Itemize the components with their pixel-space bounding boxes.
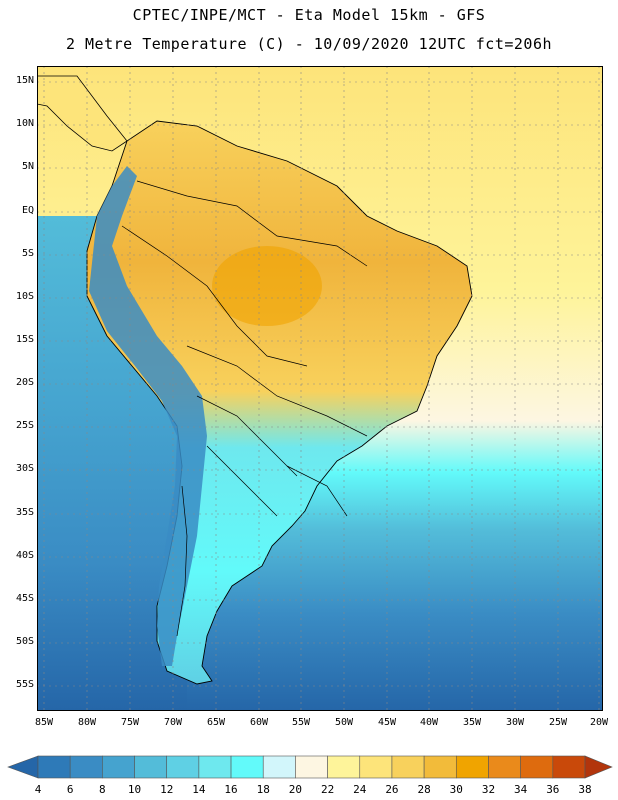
lon-label: 70W: [163, 717, 183, 728]
colorbar-level-label: 38: [578, 783, 592, 796]
colorbar-segment: [230, 755, 264, 779]
colorbar-segment: [391, 755, 425, 779]
lon-label: 50W: [334, 717, 354, 728]
colorbar-level-label: 4: [34, 783, 42, 796]
colorbar-level-label: 12: [160, 783, 174, 796]
colorbar-level-label: 30: [449, 783, 463, 796]
colorbar-segment: [102, 755, 135, 779]
lon-label: 30W: [505, 717, 525, 728]
colorbar-level-label: 20: [288, 783, 303, 796]
colorbar-segment: [327, 755, 361, 779]
map-border: [37, 66, 603, 711]
colorbar-segment: [295, 755, 328, 779]
map-title-line2: 2 Metre Temperature (C) - 10/09/2020 12U…: [65, 35, 553, 53]
colorbar-level-label: 8: [99, 783, 106, 796]
colorbar-segment: [520, 755, 554, 779]
lat-label: 50S: [15, 636, 34, 647]
colorbar-level-label: 26: [385, 783, 399, 796]
colorbar-level-label: 10: [127, 783, 142, 796]
lat-label: 15N: [15, 75, 34, 86]
lon-label: 75W: [120, 717, 140, 728]
lon-label: 45W: [377, 717, 397, 728]
lon-label: 35W: [462, 717, 482, 728]
colorbar-arrow-high: [584, 755, 613, 779]
colorbar-segment: [69, 755, 103, 779]
colorbar-level-label: 22: [320, 783, 335, 796]
andes-region: [89, 166, 207, 666]
lon-label: 40W: [419, 717, 439, 728]
colorbar-level-label: 14: [192, 783, 206, 796]
lat-label: 45S: [15, 593, 34, 604]
map-title-line1: CPTEC/INPE/MCT - Eta Model 15km - GFS: [132, 6, 486, 24]
amazon-hot-zone: [212, 246, 322, 326]
lat-label: 15S: [15, 334, 34, 345]
lat-label: 5N: [21, 161, 34, 172]
lat-label: 30S: [15, 463, 34, 474]
colorbar-segment: [455, 755, 489, 779]
colorbar-level-label: 24: [353, 783, 367, 796]
lat-label: 20S: [15, 377, 34, 388]
lat-label: 25S: [15, 420, 34, 431]
lat-label: 10N: [15, 118, 34, 129]
colorbar-level-label: 16: [224, 783, 238, 796]
colorbar-segment: [198, 755, 232, 779]
colorbar-segment: [552, 755, 586, 779]
lon-label: 60W: [249, 717, 269, 728]
lat-label: 55S: [15, 679, 34, 690]
lat-label: 35S: [15, 507, 34, 518]
colorbar-segment: [262, 755, 296, 779]
lat-label: 5S: [21, 248, 34, 259]
colorbar-segment: [37, 755, 71, 779]
lon-label: 20W: [589, 717, 609, 728]
colorbar-segment: [488, 755, 521, 779]
lat-lon-grid: [37, 66, 603, 711]
colorbar-level-label: 18: [256, 783, 270, 796]
colorbar-segment: [166, 755, 200, 779]
lon-label: 55W: [291, 717, 311, 728]
lat-label: 40S: [15, 550, 34, 561]
lon-label: 65W: [206, 717, 226, 728]
colorbar-segment: [423, 755, 457, 779]
lon-label: 85W: [34, 717, 54, 728]
colorbar-segment: [359, 755, 393, 779]
colorbar-segment: [134, 755, 168, 779]
central-america: [37, 75, 128, 152]
colorbar-level-label: 34: [514, 783, 528, 796]
lat-label: EQ: [21, 205, 34, 216]
colorbar-level-label: 6: [66, 783, 74, 796]
country-borders: [121, 180, 368, 637]
temperature-colorbar: [7, 755, 613, 779]
colorbar-level-label: 36: [546, 783, 560, 796]
colorbar-level-label: 28: [417, 783, 431, 796]
lat-label: 10S: [15, 291, 34, 302]
lon-label: 80W: [77, 717, 97, 728]
colorbar-level-label: 32: [481, 783, 496, 796]
lon-label: 25W: [548, 717, 568, 728]
temperature-map: [37, 66, 603, 711]
colorbar-arrow-low: [7, 755, 39, 779]
